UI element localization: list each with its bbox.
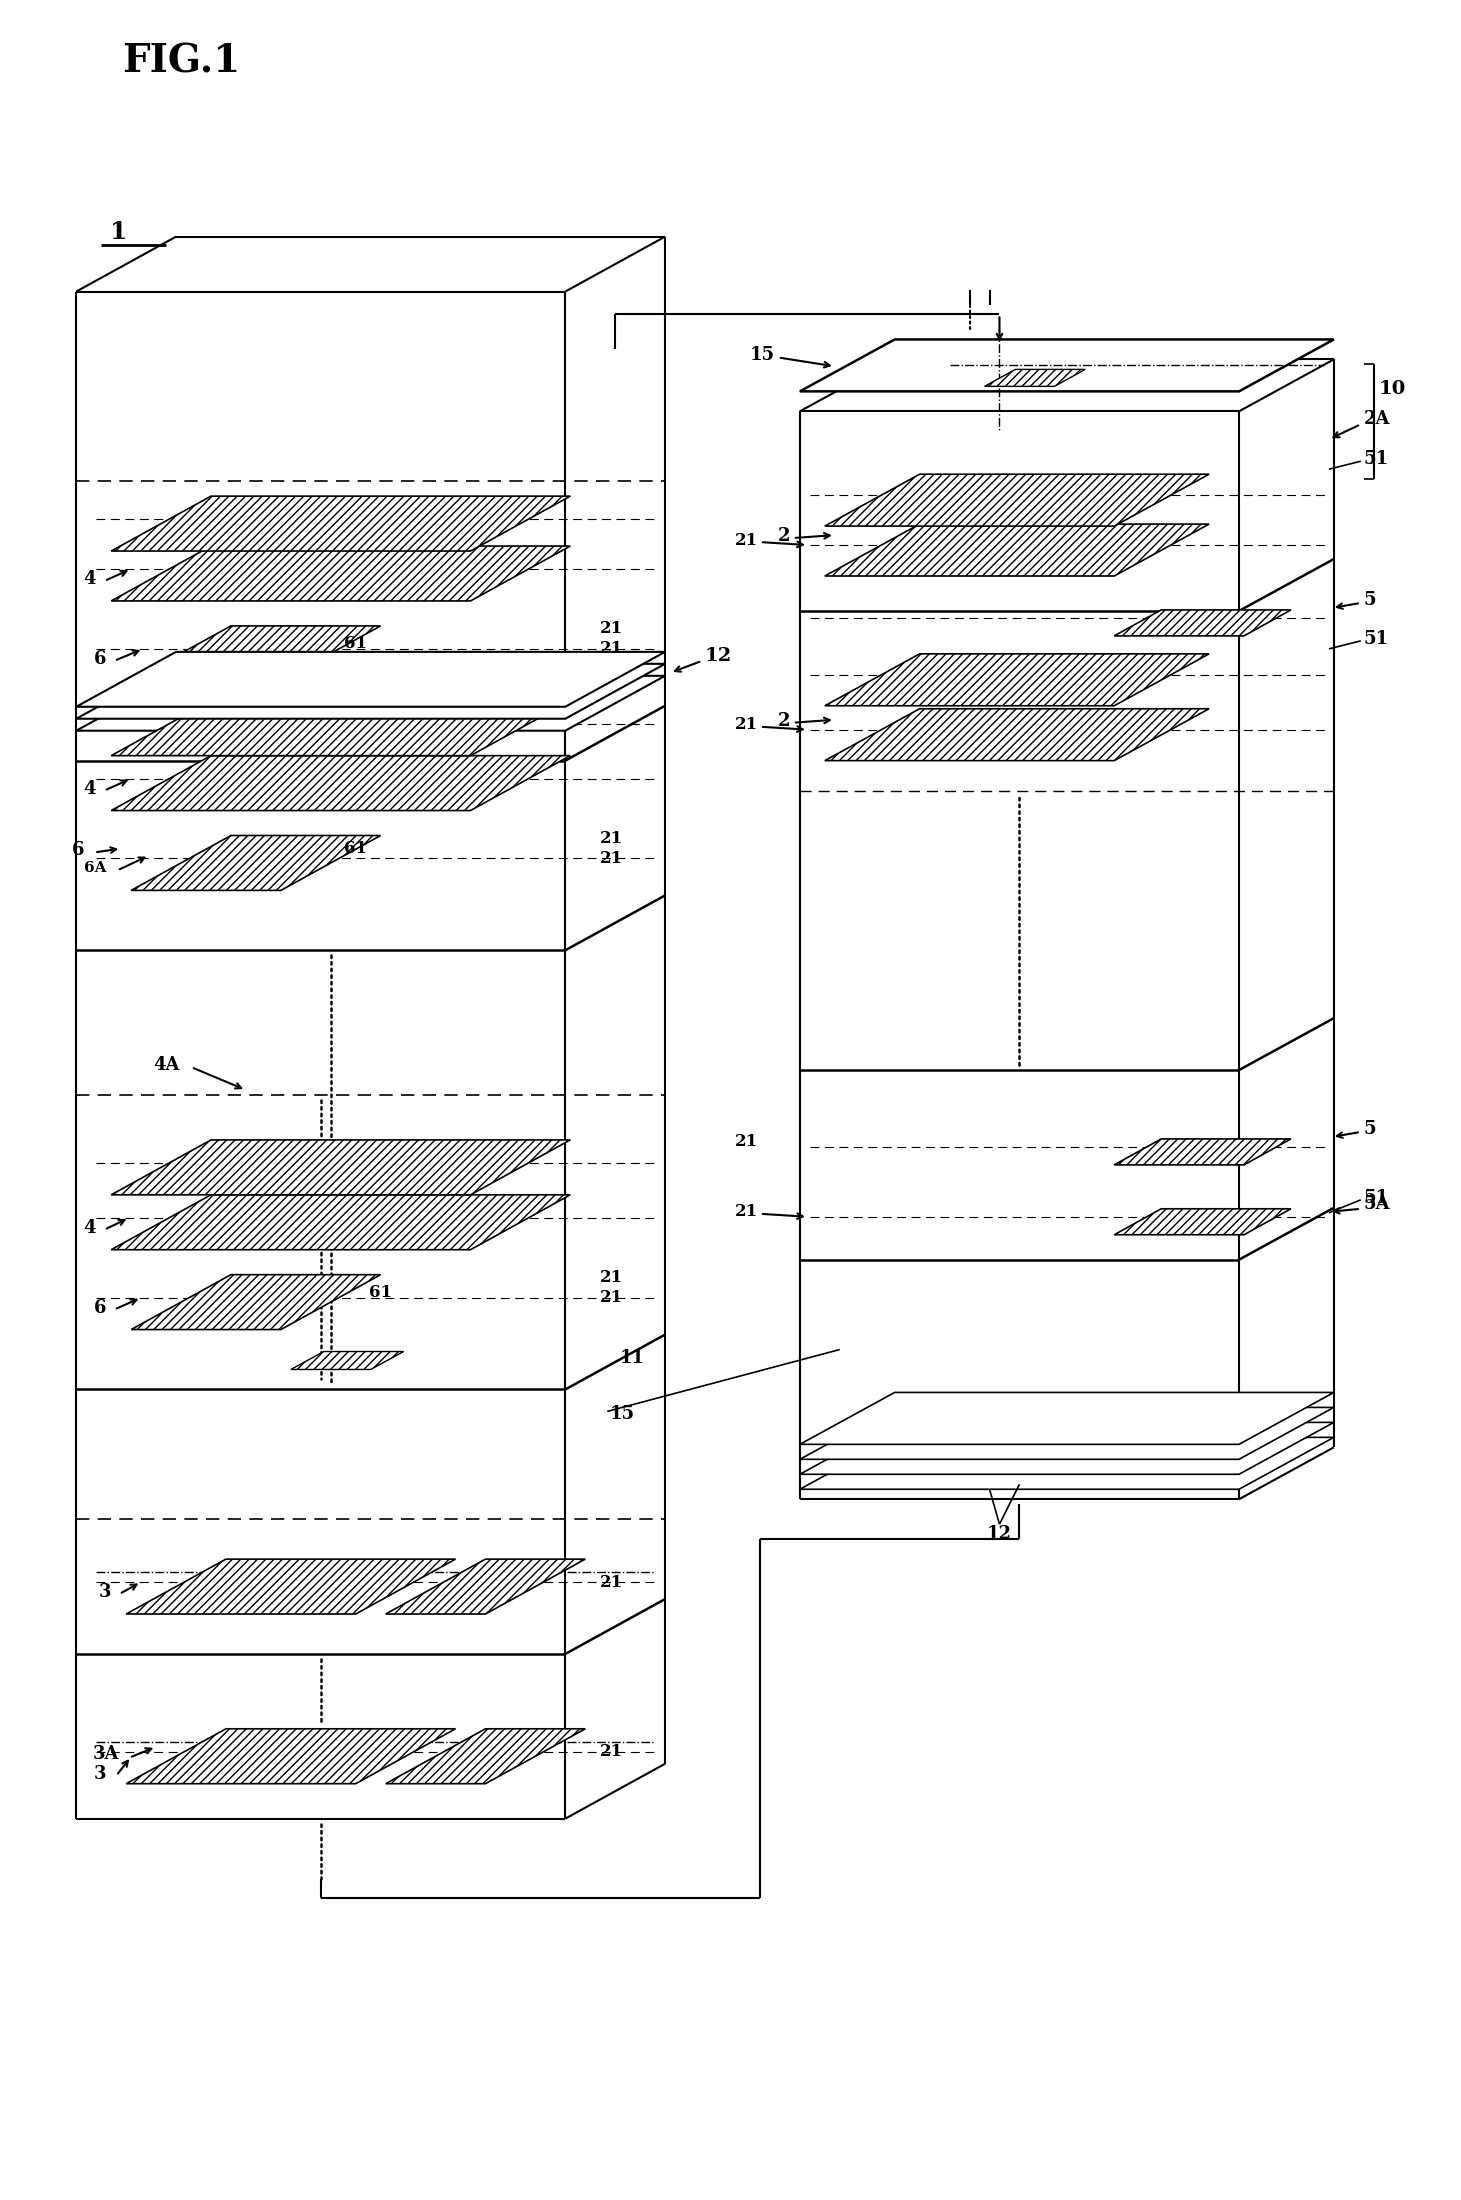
Text: 21: 21 [735,532,758,548]
Text: 21: 21 [600,1573,624,1591]
Text: 4: 4 [83,779,96,799]
Text: 5A: 5A [1363,1195,1391,1212]
Polygon shape [386,1560,586,1615]
Polygon shape [131,1274,381,1329]
Polygon shape [111,497,570,550]
Polygon shape [1115,1140,1292,1164]
Text: 6: 6 [94,649,107,669]
Text: 61: 61 [345,840,367,858]
Text: 1: 1 [111,220,129,244]
Polygon shape [111,1140,570,1195]
Text: 3A: 3A [92,1745,120,1762]
Polygon shape [799,1423,1334,1474]
Text: 3: 3 [94,1764,107,1782]
Text: 4: 4 [83,570,96,587]
Text: 61: 61 [345,636,367,653]
Text: 2: 2 [777,528,790,546]
Polygon shape [825,708,1210,761]
Text: 21: 21 [600,1269,624,1287]
Polygon shape [111,755,570,810]
Text: 6: 6 [94,1298,107,1316]
Polygon shape [111,1195,570,1250]
Polygon shape [1115,609,1292,636]
Text: 21: 21 [600,640,624,658]
Text: 5: 5 [1363,592,1376,609]
Polygon shape [111,546,570,601]
Text: 6: 6 [72,840,85,860]
Text: 21: 21 [600,1289,624,1307]
Polygon shape [126,1560,456,1615]
Polygon shape [111,702,570,755]
Text: FIG.1: FIG.1 [121,44,240,81]
Text: 51: 51 [1363,1188,1389,1208]
Text: 21: 21 [735,1133,758,1151]
Polygon shape [799,339,1334,392]
Polygon shape [131,627,381,680]
Text: 21: 21 [600,829,624,847]
Polygon shape [131,836,381,891]
Text: 51: 51 [1363,451,1389,469]
Text: 3: 3 [99,1584,111,1602]
Polygon shape [799,1437,1334,1489]
Polygon shape [1115,1208,1292,1234]
Polygon shape [985,370,1086,387]
Text: 21: 21 [600,849,624,867]
Polygon shape [76,664,665,719]
Polygon shape [76,651,665,706]
Text: 21: 21 [600,1742,624,1760]
Text: 12: 12 [988,1525,1012,1542]
Text: 6A: 6A [83,862,107,876]
Text: 21: 21 [600,620,624,638]
Polygon shape [799,1393,1334,1445]
Text: 4: 4 [83,1219,96,1236]
Polygon shape [386,1729,586,1784]
Text: 5: 5 [1363,1120,1376,1137]
Text: 51: 51 [1363,629,1389,647]
Text: 61: 61 [370,1285,392,1300]
Polygon shape [825,475,1210,526]
Text: 15: 15 [749,345,774,365]
Polygon shape [126,1729,456,1784]
Polygon shape [799,1408,1334,1459]
Text: 12: 12 [706,647,732,664]
Polygon shape [825,653,1210,706]
Polygon shape [76,675,665,730]
Text: 11: 11 [621,1349,646,1366]
Text: 2A: 2A [1363,409,1391,429]
Text: 4A: 4A [153,1056,180,1074]
Polygon shape [825,524,1210,576]
Text: 15: 15 [611,1406,636,1423]
Text: 21: 21 [735,717,758,733]
Text: 2: 2 [777,713,790,730]
Polygon shape [291,1351,403,1368]
Text: 10: 10 [1379,381,1405,398]
Text: 21: 21 [735,1203,758,1221]
